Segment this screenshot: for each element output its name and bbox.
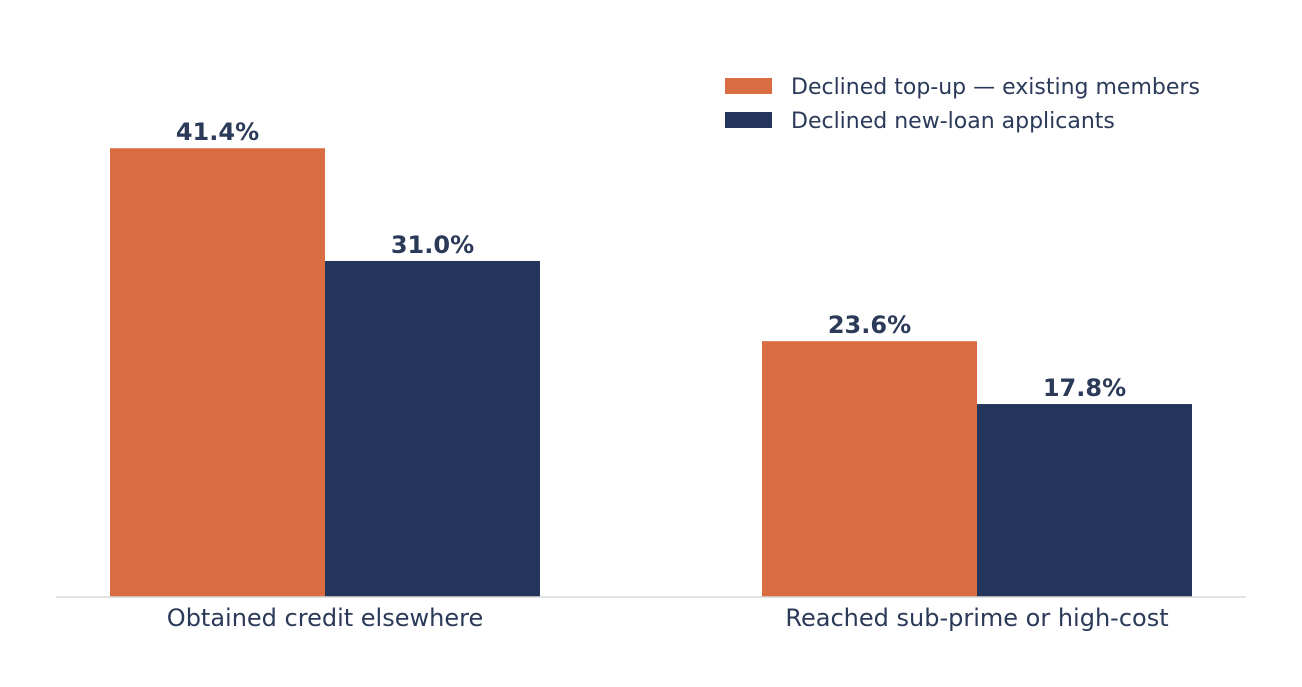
x-tick-label-obtained-credit-elsewhere: Obtained credit elsewhere <box>167 604 483 632</box>
bar-reached-sub-prime-or-high-cost-series-2 <box>977 404 1192 597</box>
x-tick-label-reached-sub-prime-or-high-cost: Reached sub-prime or high-cost <box>785 604 1168 632</box>
x-tick-labels: Obtained credit elsewhere Reached sub-pri… <box>167 604 1169 632</box>
bars <box>110 148 1192 597</box>
legend-label-series-2: Declined new-loan applicants <box>791 109 1115 134</box>
bar-obtained-credit-elsewhere-series-2 <box>325 260 540 597</box>
data-label-obtained-credit-elsewhere-series-2: 31.0% <box>391 231 474 259</box>
legend-swatch-series-2 <box>725 112 772 128</box>
legend: Declined top-up — existing members Declin… <box>725 75 1200 134</box>
bar-reached-sub-prime-or-high-cost-series-1 <box>762 341 977 597</box>
bar-obtained-credit-elsewhere-series-1 <box>110 148 325 597</box>
legend-swatch-series-1 <box>725 78 772 94</box>
data-label-reached-sub-prime-or-high-cost-series-1: 23.6% <box>828 311 911 339</box>
data-label-obtained-credit-elsewhere-series-1: 41.4% <box>176 118 259 146</box>
legend-label-series-1: Declined top-up — existing members <box>791 75 1200 100</box>
data-label-reached-sub-prime-or-high-cost-series-2: 17.8% <box>1043 374 1126 402</box>
data-labels: 41.4% 31.0% 23.6% 17.8% <box>176 118 1126 402</box>
